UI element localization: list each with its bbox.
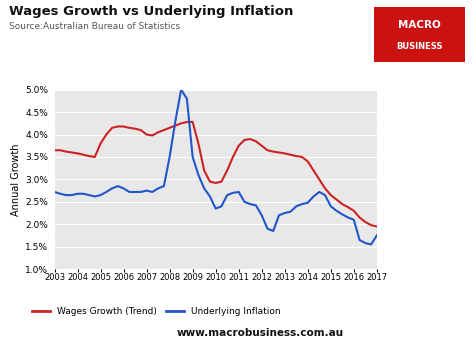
Text: Wages Growth vs Underlying Inflation: Wages Growth vs Underlying Inflation (9, 5, 294, 18)
Text: MACRO: MACRO (398, 20, 441, 30)
Legend: Wages Growth (Trend), Underlying Inflation: Wages Growth (Trend), Underlying Inflati… (28, 304, 284, 320)
Text: Source:Australian Bureau of Statistics: Source:Australian Bureau of Statistics (9, 22, 181, 31)
Text: www.macrobusiness.com.au: www.macrobusiness.com.au (177, 328, 344, 338)
Text: BUSINESS: BUSINESS (396, 42, 443, 51)
Y-axis label: Annual Growth: Annual Growth (11, 143, 21, 216)
